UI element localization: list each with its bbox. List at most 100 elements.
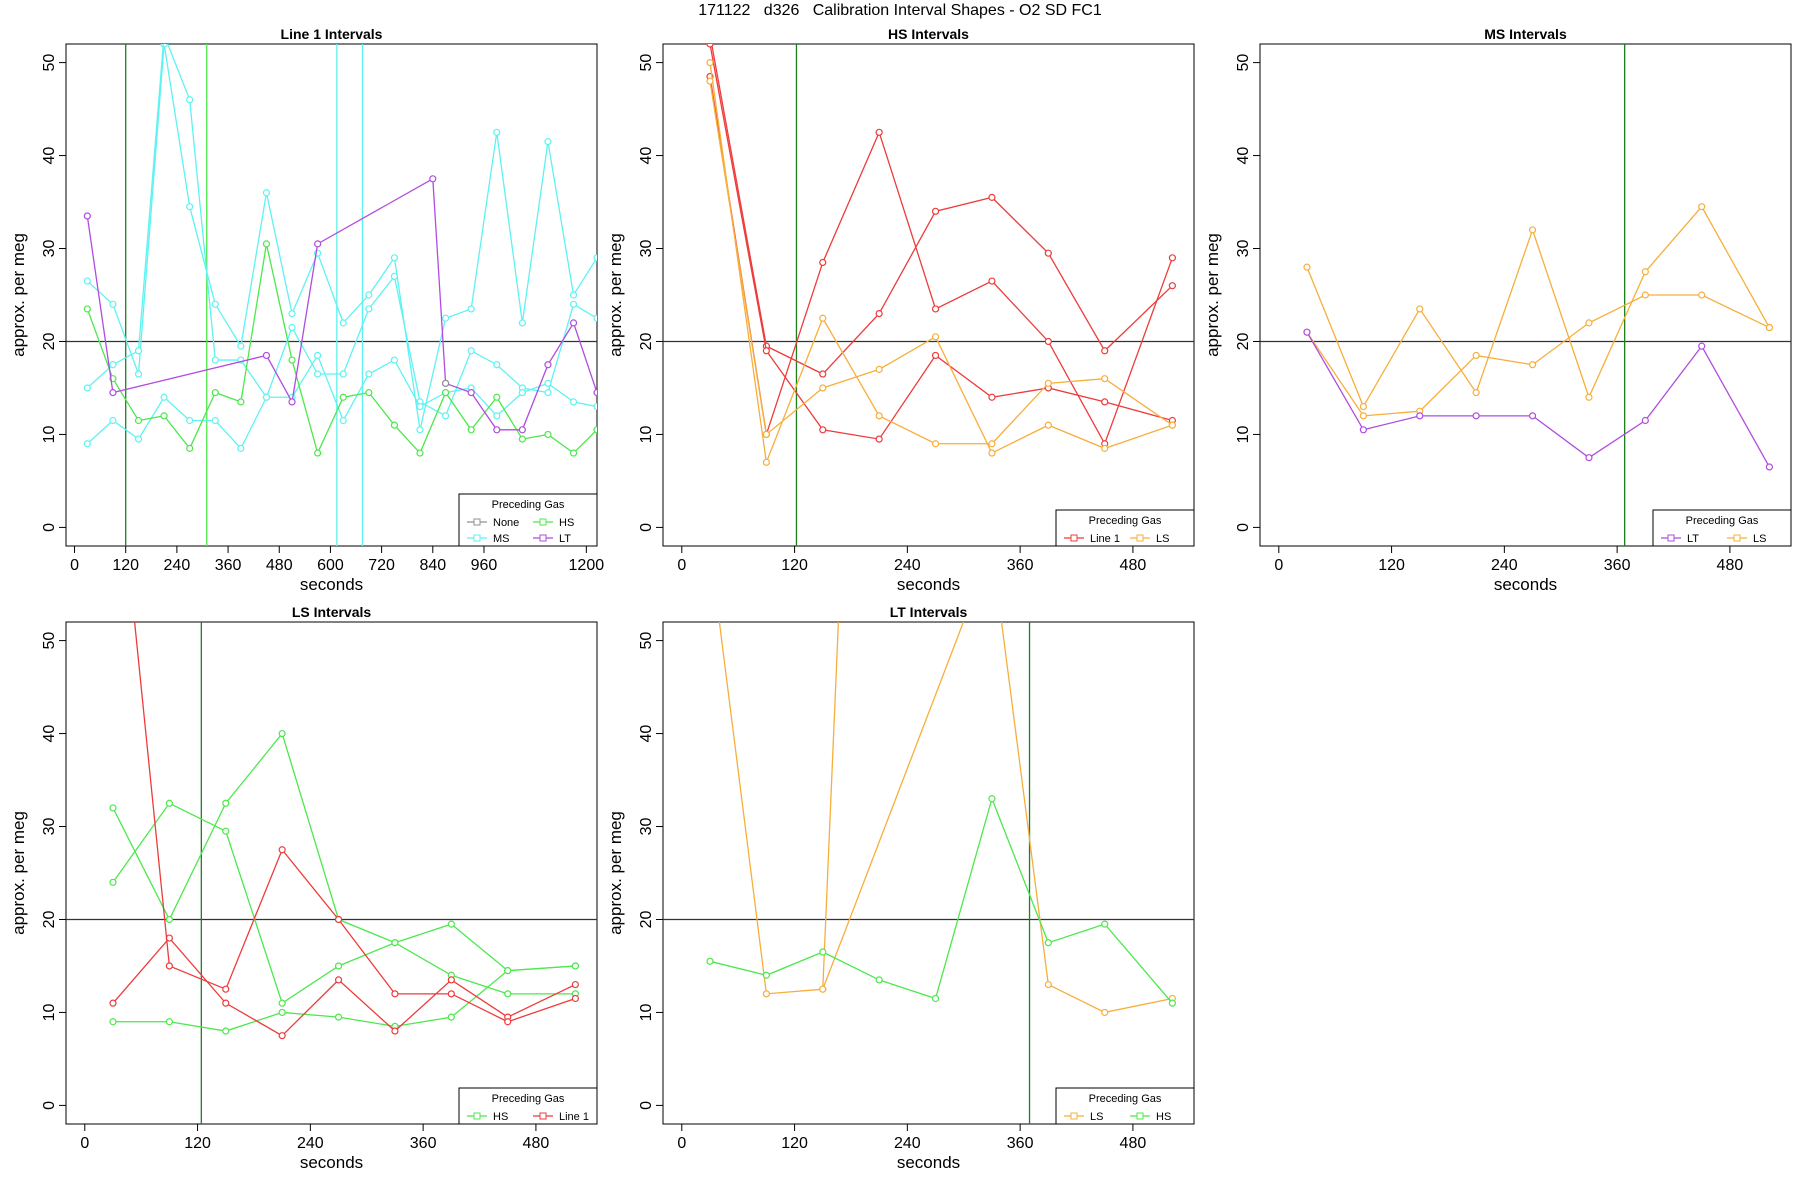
chart-panel-2: HS Intervals 0 10 20 30 40 50 0 120 240 360 480 seco… xyxy=(606,26,1195,594)
legend-title: Preceding Gas xyxy=(1089,515,1162,527)
y-tick-label: 40 xyxy=(638,725,655,743)
chart-panel-5: LT Intervals 0 10 20 30 40 50 0 120 240 360 480 seco… xyxy=(606,604,1195,1172)
data-point xyxy=(875,128,883,136)
x-tick-label: 480 xyxy=(1120,557,1147,574)
y-tick-label: 10 xyxy=(638,1003,655,1021)
data-point xyxy=(1472,389,1480,397)
data-point xyxy=(1101,1008,1109,1017)
data-point xyxy=(467,389,475,397)
x-tick-label: 360 xyxy=(215,557,242,574)
data-point xyxy=(447,990,455,998)
plot-area xyxy=(1260,44,1791,546)
data-point xyxy=(429,175,437,183)
data-point xyxy=(593,389,597,397)
series-line xyxy=(86,353,597,450)
data-point xyxy=(544,361,552,369)
data-point xyxy=(365,305,373,313)
data-point xyxy=(390,356,399,364)
data-point xyxy=(1528,226,1537,234)
y-tick-label: 30 xyxy=(638,818,655,836)
y-tick-label: 0 xyxy=(638,523,655,532)
y-tick-label: 40 xyxy=(41,147,58,165)
data-point xyxy=(365,370,373,378)
data-point xyxy=(447,920,455,928)
data-point xyxy=(222,985,230,993)
data-point xyxy=(819,948,827,956)
legend-marker xyxy=(473,1112,481,1120)
legend-entry: MS xyxy=(493,533,510,545)
legend: Preceding Gas HS Line 1 xyxy=(458,1087,598,1125)
data-point xyxy=(83,277,91,285)
y-tick-label: 40 xyxy=(638,147,655,165)
data-point xyxy=(1585,393,1593,401)
data-point xyxy=(1101,444,1109,452)
series-line xyxy=(1306,205,1770,409)
data-point xyxy=(447,1013,455,1021)
data-point xyxy=(569,449,578,457)
y-tick-label: 0 xyxy=(638,1101,655,1110)
data-point xyxy=(109,1018,117,1026)
legend-marker xyxy=(1070,1112,1078,1120)
y-tick-label: 10 xyxy=(41,425,58,443)
data-point xyxy=(441,379,450,387)
data-point xyxy=(109,361,117,369)
x-axis-label: seconds xyxy=(897,575,960,594)
data-point xyxy=(165,1018,173,1026)
x-tick-label: 720 xyxy=(368,557,395,574)
y-tick-label: 10 xyxy=(1235,425,1252,443)
data-point xyxy=(288,323,296,332)
y-axis-label: approx. per meg xyxy=(9,811,28,935)
legend-box xyxy=(458,1087,598,1125)
data-point xyxy=(109,999,117,1007)
data-point xyxy=(334,976,343,984)
data-point xyxy=(467,426,475,434)
data-point xyxy=(83,384,91,392)
x-tick-label: 360 xyxy=(410,1135,437,1152)
data-point xyxy=(314,449,322,457)
data-point xyxy=(288,356,296,364)
data-point xyxy=(1416,412,1424,420)
y-tick-label: 20 xyxy=(41,332,58,350)
data-point xyxy=(762,347,770,355)
legend-entry: None xyxy=(493,517,519,529)
data-point xyxy=(1641,416,1649,425)
data-point xyxy=(988,440,996,448)
data-point xyxy=(334,915,343,924)
x-axis-label: seconds xyxy=(300,1153,363,1172)
data-point xyxy=(544,379,552,387)
data-point xyxy=(390,254,399,262)
data-point xyxy=(569,300,578,308)
legend-title: Preceding Gas xyxy=(1089,1093,1162,1105)
data-point xyxy=(544,138,552,146)
data-point xyxy=(819,426,827,434)
data-point xyxy=(288,309,296,318)
x-tick-label: 960 xyxy=(471,557,498,574)
series-line xyxy=(711,44,1173,375)
data-point xyxy=(109,878,117,886)
data-point xyxy=(504,990,512,998)
x-tick-label: 480 xyxy=(1717,557,1744,574)
data-point xyxy=(988,795,996,803)
chart-title: Line 1 Intervals xyxy=(281,26,383,42)
data-point xyxy=(467,305,475,313)
data-point xyxy=(390,272,399,281)
data-point xyxy=(931,440,940,448)
data-point xyxy=(339,416,347,425)
x-tick-label: 360 xyxy=(1007,1135,1034,1152)
data-point xyxy=(416,402,424,411)
legend-marker xyxy=(539,518,547,526)
x-axis-label: seconds xyxy=(300,575,363,594)
data-point xyxy=(1641,291,1649,299)
data-point xyxy=(762,458,770,466)
data-point xyxy=(134,435,143,443)
chart-title: LS Intervals xyxy=(292,604,372,620)
data-point xyxy=(1168,421,1176,429)
y-tick-label: 50 xyxy=(41,632,58,650)
y-tick-label: 50 xyxy=(41,54,58,72)
x-tick-label: 120 xyxy=(781,557,808,574)
data-point xyxy=(518,426,526,434)
y-tick-label: 30 xyxy=(638,240,655,258)
x-axis-label: seconds xyxy=(897,1153,960,1172)
y-tick-label: 20 xyxy=(41,910,58,928)
